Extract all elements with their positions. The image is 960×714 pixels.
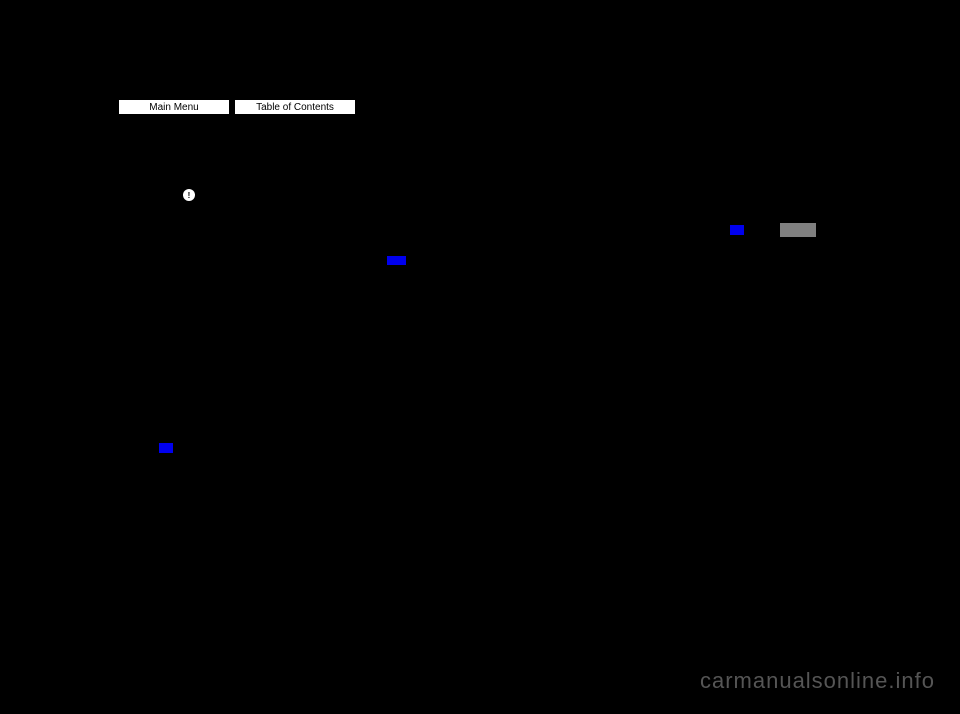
- watermark-text: carmanualsonline.info: [700, 668, 935, 694]
- page-link-2[interactable]: [159, 443, 173, 453]
- toc-label: Table of Contents: [256, 102, 334, 113]
- page-link-3[interactable]: [730, 225, 744, 235]
- warning-icon: !: [183, 189, 195, 201]
- nav-button-container: Main Menu Table of Contents: [118, 99, 356, 115]
- main-menu-button[interactable]: Main Menu: [118, 99, 230, 115]
- main-menu-label: Main Menu: [149, 102, 198, 113]
- warning-icon-text: !: [188, 191, 191, 200]
- toc-button[interactable]: Table of Contents: [234, 99, 356, 115]
- grey-indicator: [780, 223, 816, 237]
- page-link-1[interactable]: [387, 256, 406, 265]
